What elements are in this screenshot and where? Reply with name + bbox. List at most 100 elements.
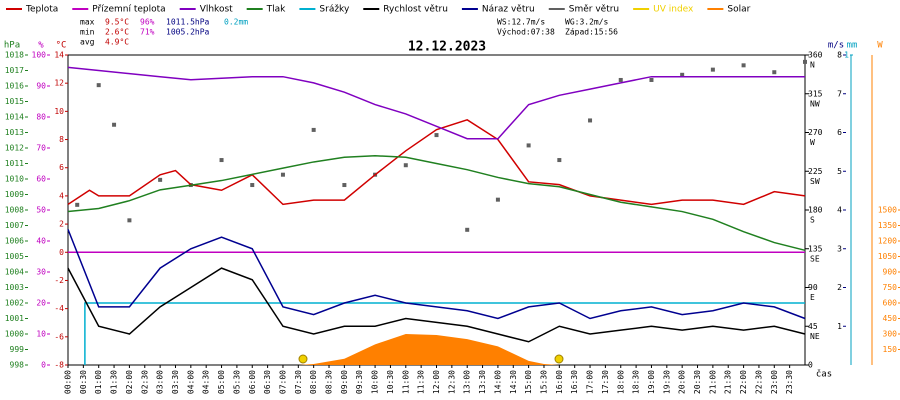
y-tick-label: 1003 — [5, 283, 24, 292]
compass-label: W — [810, 138, 815, 147]
y-tick-label: 10 — [36, 330, 46, 339]
wind-direction-point — [311, 127, 316, 132]
x-tick-label: 21:30 — [724, 370, 733, 394]
y-tick-label: 2 — [837, 283, 842, 292]
wind-direction-point — [649, 77, 654, 82]
x-tick-label: 11:00 — [401, 370, 410, 394]
series-line — [67, 118, 806, 206]
sun-info: Východ:07:38 — [497, 28, 555, 37]
y-tick-label: 10 — [54, 107, 64, 116]
compass-label: N — [810, 61, 815, 70]
y-tick-label: 1 — [844, 51, 849, 60]
x-tick-label: 08:00 — [309, 370, 318, 394]
stat-value: 1011.5hPa — [166, 18, 210, 27]
wind-direction-point — [434, 133, 439, 138]
x-tick-label: 11:30 — [417, 370, 426, 394]
sunrise-marker — [298, 354, 308, 364]
y-tick-label: 1015 — [5, 97, 24, 106]
x-tick-label: 09:30 — [355, 370, 364, 394]
y-tick-label: 40 — [36, 237, 46, 246]
y-tick-label: 998 — [10, 361, 25, 370]
y-tick-label: 8 — [837, 51, 842, 60]
axis-unit: W — [877, 41, 883, 51]
wind-direction-point — [158, 177, 163, 182]
x-tick-label: 19:30 — [662, 370, 671, 394]
y-tick-label: 135 — [808, 244, 823, 253]
y-tick-label: 1012 — [5, 144, 24, 153]
y-tick-label: 4 — [59, 191, 64, 200]
y-tick-label: 1006 — [5, 237, 24, 246]
y-tick-label: 70 — [36, 144, 46, 153]
y-tick-label: 1014 — [5, 113, 24, 122]
y-tick-label: 1013 — [5, 128, 24, 137]
wind-direction-point — [75, 202, 80, 207]
wind-direction-point — [96, 83, 101, 88]
y-tick-label: 999 — [10, 345, 25, 354]
y-tick-label: 1002 — [5, 299, 24, 308]
x-tick-label: 21:00 — [708, 370, 717, 394]
x-tick-label: 07:30 — [294, 370, 303, 394]
sun-info: Západ:15:56 — [565, 28, 618, 37]
y-tick-label: 1005 — [5, 252, 24, 261]
y-tick-label: 180 — [808, 206, 823, 215]
wind-info: WS:12.7m/s — [497, 18, 545, 27]
y-tick-label: 600 — [883, 299, 898, 308]
series-layer — [67, 59, 807, 365]
wind-direction-point — [710, 67, 715, 72]
y-tick-label: 90 — [808, 283, 818, 292]
x-axis-label: čas — [816, 369, 832, 380]
y-tick-label: 60 — [36, 175, 46, 184]
x-tick-label: 05:00 — [217, 370, 226, 394]
stat-value: 2.6°C — [105, 28, 129, 37]
y-tick-label: 6 — [837, 128, 842, 137]
x-tick-label: 16:00 — [555, 370, 564, 394]
x-tick-label: 18:00 — [616, 370, 625, 394]
y-tick-label: 45 — [808, 322, 818, 331]
y-tick-label: 0 — [41, 361, 46, 370]
x-tick-label: 04:30 — [202, 370, 211, 394]
y-tick-label: 1004 — [5, 268, 24, 277]
y-tick-label: 225 — [808, 167, 823, 176]
x-tick-label: 23:30 — [785, 370, 794, 394]
series-line — [67, 229, 806, 320]
x-tick-label: 07:00 — [278, 370, 287, 394]
x-tick-label: 19:00 — [647, 370, 656, 394]
series-line — [67, 267, 806, 343]
axis-unit: mm — [847, 41, 858, 51]
wind-direction-point — [280, 172, 285, 177]
y-tick-label: 150 — [883, 345, 898, 354]
x-tick-label: 12:00 — [432, 370, 441, 394]
compass-label: NW — [810, 99, 820, 108]
wind-direction-point — [250, 183, 255, 188]
sunset-marker — [554, 354, 564, 364]
legend-label: Srážky — [319, 5, 350, 15]
y-tick-label: 30 — [36, 268, 46, 277]
y-tick-label: 1017 — [5, 66, 24, 75]
wind-direction-point — [127, 218, 132, 223]
x-tick-label: 18:30 — [632, 370, 641, 394]
stat-value: avg — [80, 38, 95, 47]
legend-label: UV index — [653, 5, 694, 15]
series-line — [84, 302, 805, 365]
stat-value: 96% — [140, 18, 155, 27]
legend-label: Rychlost větru — [383, 5, 448, 15]
series-line — [67, 154, 806, 252]
stat-value: 71% — [140, 28, 155, 37]
legend-label: Tlak — [266, 5, 287, 15]
axis-unit: hPa — [4, 41, 20, 51]
y-tick-label: 315 — [808, 89, 823, 98]
legend-label: Přízemní teplota — [92, 5, 165, 15]
x-tick-label: 10:30 — [386, 370, 395, 394]
y-tick-label: 1016 — [5, 82, 24, 91]
wind-direction-point — [772, 70, 777, 75]
y-tick-label: 1011 — [5, 159, 24, 168]
y-tick-label: 1007 — [5, 221, 24, 230]
x-tick-label: 06:30 — [263, 370, 272, 394]
y-tick-label: 1018 — [5, 51, 24, 60]
wind-direction-point — [219, 158, 224, 163]
x-tick-label: 14:30 — [509, 370, 518, 394]
legend-label: Směr větru — [569, 5, 619, 15]
x-tick-label: 01:30 — [110, 370, 119, 394]
x-tick-label: 12:30 — [447, 370, 456, 394]
